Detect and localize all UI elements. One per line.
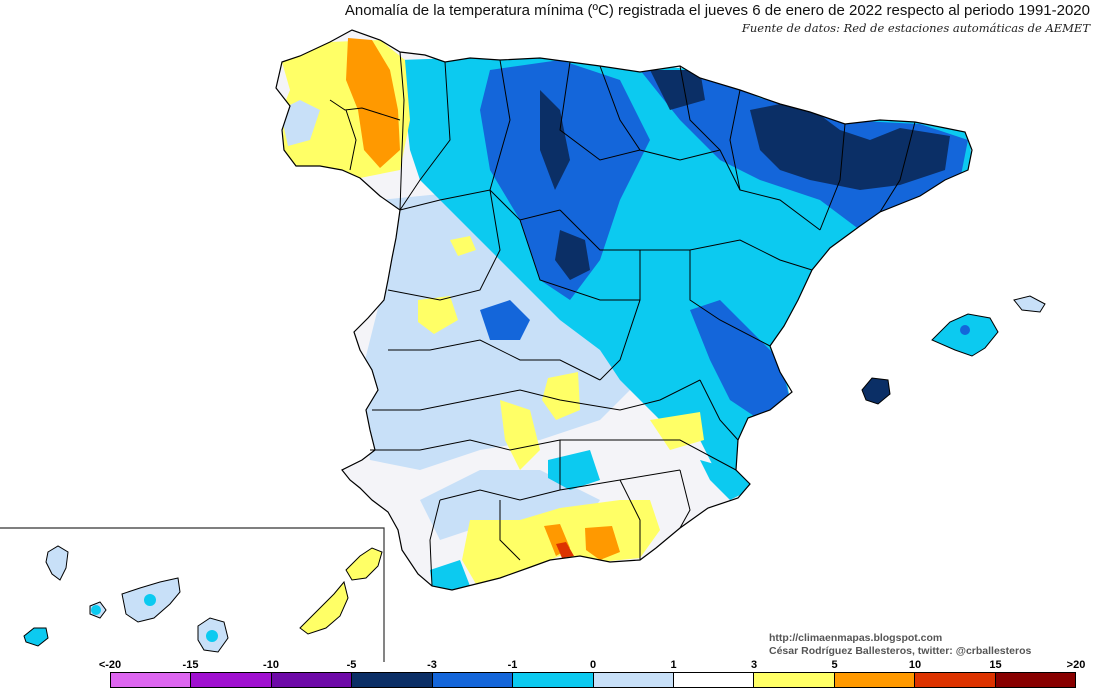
legend-swatch [672,673,754,687]
legend-label: -15 [182,659,199,671]
legend-swatch [190,673,271,687]
color-legend [110,672,1076,688]
legend-swatch [833,673,915,687]
credits: http://climaenmapas.blogspot.com César R… [769,632,1031,658]
legend-swatch [512,673,593,687]
legend-label: -1 [507,659,518,671]
canary-borders [23,545,383,653]
balearic-borders [861,295,1046,405]
legend-label: 1 [670,659,677,671]
canary-inset-frame [0,527,385,662]
legend-swatch [753,673,834,687]
legend-swatch [270,673,352,687]
legend-label: 10 [908,659,922,671]
map-subtitle: Fuente de datos: Red de estaciones autom… [741,21,1090,35]
canary-anomaly-field [24,546,382,652]
legend-swatch [994,673,1076,687]
legend-swatch [431,673,513,687]
legend-label: <-20 [98,659,122,671]
legend-labels: <-20 -15 -10 -5 -3 -1 0 1 3 5 10 15 >20 [0,659,1098,673]
map-title: Anomalía de la temperatura mínima (ºC) r… [344,2,1090,19]
legend-label: 0 [589,659,597,671]
peninsula-anomaly-field [276,30,972,590]
legend-swatch [592,673,673,687]
legend-swatch [351,673,432,687]
author-credit: César Rodríguez Ballesteros, twitter: @c… [769,645,1032,657]
legend-label: 3 [750,659,758,671]
legend-label: -10 [263,659,279,671]
legend-label: -5 [346,659,357,671]
legend-label: >20 [1066,659,1086,671]
legend-label: 15 [989,659,1002,671]
legend-swatch [914,673,995,687]
legend-label: 5 [831,659,838,671]
legend-swatch [111,673,191,687]
legend-label: -3 [427,659,437,671]
blog-link[interactable]: http://climaenmapas.blogspot.com [769,632,943,644]
province-borders [275,29,973,591]
